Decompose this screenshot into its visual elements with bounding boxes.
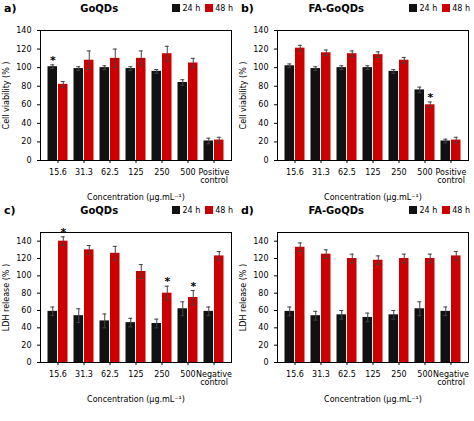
svg-text:125: 125	[128, 370, 143, 379]
svg-text:80: 80	[258, 289, 268, 298]
svg-text:31.3: 31.3	[312, 370, 330, 379]
svg-text:0: 0	[263, 358, 268, 367]
svg-text:80: 80	[258, 82, 268, 91]
svg-text:40: 40	[258, 323, 268, 332]
svg-text:31.3: 31.3	[75, 168, 93, 177]
svg-text:*: *	[427, 91, 433, 104]
svg-text:Negativecontrol: Negativecontrol	[433, 370, 469, 387]
svg-text:Negativecontrol: Negativecontrol	[196, 370, 232, 387]
svg-text:15.6: 15.6	[49, 370, 67, 379]
svg-text:120: 120	[16, 254, 31, 263]
html-text:48 h: 48 h	[452, 3, 470, 13]
svg-text:Concentration (μg.mL⁻¹): Concentration (μg.mL⁻¹)	[324, 193, 422, 202]
svg-text:*: *	[50, 54, 56, 67]
svg-text:31.3: 31.3	[312, 168, 330, 177]
svg-text:125: 125	[128, 168, 143, 177]
svg-text:120: 120	[253, 254, 268, 263]
svg-text:100: 100	[253, 63, 268, 72]
svg-text:0: 0	[263, 156, 268, 165]
svg-text:Concentration (μg.mL⁻¹): Concentration (μg.mL⁻¹)	[87, 395, 185, 404]
svg-text:*: *	[190, 280, 196, 293]
svg-text:20: 20	[258, 341, 268, 350]
svg-text:500: 500	[180, 370, 195, 379]
html-text:FA-GoQDs: FA-GoQDs	[308, 204, 364, 216]
svg-text:60: 60	[21, 306, 31, 315]
svg-text:62.5: 62.5	[338, 168, 356, 177]
svg-text:15.6: 15.6	[286, 370, 304, 379]
svg-text:62.5: 62.5	[101, 370, 119, 379]
svg-text:80: 80	[21, 289, 31, 298]
svg-text:120: 120	[16, 45, 31, 54]
svg-text:15.6: 15.6	[286, 168, 304, 177]
svg-text:140: 140	[16, 237, 31, 246]
svg-text:60: 60	[258, 100, 268, 109]
svg-text:62.5: 62.5	[338, 370, 356, 379]
svg-text:250: 250	[154, 168, 169, 177]
html-text:24 h: 24 h	[419, 3, 438, 13]
svg-text:40: 40	[21, 323, 31, 332]
svg-text:*: *	[164, 275, 170, 288]
svg-text:20: 20	[21, 137, 31, 146]
html-text:48 h: 48 h	[215, 3, 233, 13]
html-text:a): a)	[4, 1, 17, 15]
svg-text:40: 40	[21, 119, 31, 128]
html-text:GoQDs: GoQDs	[80, 2, 119, 14]
svg-text:125: 125	[365, 370, 380, 379]
svg-text:40: 40	[258, 119, 268, 128]
html-text:24 h: 24 h	[419, 205, 438, 215]
svg-text:250: 250	[391, 370, 406, 379]
html-text:d): d)	[241, 203, 254, 217]
svg-text:20: 20	[258, 137, 268, 146]
svg-text:60: 60	[258, 306, 268, 315]
svg-text:Cell viability (% ): Cell viability (% )	[2, 62, 11, 130]
svg-text:0: 0	[26, 156, 31, 165]
svg-text:500: 500	[180, 168, 195, 177]
svg-text:500: 500	[417, 168, 432, 177]
svg-text:Positivecontrol: Positivecontrol	[199, 168, 230, 185]
svg-text:31.3: 31.3	[75, 370, 93, 379]
svg-text:100: 100	[16, 63, 31, 72]
svg-text:62.5: 62.5	[101, 168, 119, 177]
svg-text:Cell viability (% ): Cell viability (% )	[239, 62, 248, 130]
html-text:24 h: 24 h	[182, 205, 201, 215]
svg-text:15.6: 15.6	[49, 168, 67, 177]
html-text:c): c)	[4, 203, 16, 217]
svg-text:0: 0	[26, 358, 31, 367]
svg-text:120: 120	[253, 45, 268, 54]
svg-text:140: 140	[253, 237, 268, 246]
svg-text:60: 60	[21, 100, 31, 109]
svg-text:80: 80	[21, 82, 31, 91]
svg-text:125: 125	[365, 168, 380, 177]
svg-text:Positivecontrol: Positivecontrol	[436, 168, 467, 185]
html-text:48 h: 48 h	[452, 205, 470, 215]
html-text:24 h: 24 h	[182, 3, 201, 13]
html-text:b): b)	[241, 1, 254, 15]
svg-text:Concentration (μg.mL⁻¹): Concentration (μg.mL⁻¹)	[87, 193, 185, 202]
svg-text:140: 140	[253, 26, 268, 35]
svg-text:100: 100	[16, 271, 31, 280]
svg-text:LDH release (% ): LDH release (% )	[239, 264, 248, 331]
svg-text:140: 140	[16, 26, 31, 35]
svg-text:250: 250	[391, 168, 406, 177]
svg-text:500: 500	[417, 370, 432, 379]
html-text:48 h: 48 h	[215, 205, 233, 215]
svg-text:LDH release (% ): LDH release (% )	[2, 264, 11, 331]
svg-text:20: 20	[21, 341, 31, 350]
svg-text:100: 100	[253, 271, 268, 280]
svg-text:Concentration (μg.mL⁻¹): Concentration (μg.mL⁻¹)	[324, 395, 422, 404]
html-text:GoQDs: GoQDs	[80, 204, 119, 216]
html-text:FA-GoQDs: FA-GoQDs	[308, 2, 364, 14]
svg-text:250: 250	[154, 370, 169, 379]
